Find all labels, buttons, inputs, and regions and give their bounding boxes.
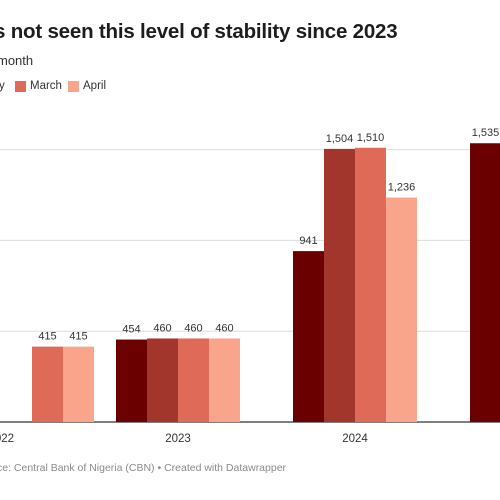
legend-swatch-april (68, 80, 79, 92)
legend-label-april: April (83, 80, 107, 92)
chart-subtitle: month (0, 53, 34, 68)
bar-value-label: 1,236 (388, 182, 416, 194)
chart-source-note: ce: Central Bank of Nigeria (CBN) • Crea… (0, 462, 287, 474)
x-tick-label: 2023 (165, 433, 191, 445)
x-tick-label: 022 (0, 433, 14, 445)
bar-value-label: 415 (38, 331, 56, 343)
bar-value-label: 460 (215, 322, 233, 334)
x-tick-label: 2024 (342, 433, 368, 445)
bar-april-022 (63, 346, 94, 422)
legend-item-april: April (68, 80, 106, 92)
legend: y March April (0, 80, 200, 96)
bar-january-next (470, 143, 500, 422)
legend-swatch-march (15, 80, 26, 92)
bar-value-label: 454 (122, 324, 140, 336)
bar-value-label: 1,535 (472, 127, 500, 139)
bar-february-2023 (147, 338, 178, 422)
bar-january-2024 (293, 251, 324, 422)
bar-value-label: 415 (69, 331, 87, 343)
bar-march-022 (32, 346, 63, 422)
legend-item-march: March (15, 80, 62, 92)
bar-value-label: 460 (184, 322, 202, 334)
bar-march-2023 (178, 338, 209, 422)
legend-label-march: March (30, 80, 62, 92)
bar-value-label: 460 (153, 322, 171, 334)
bar-january-2023 (116, 339, 147, 422)
bar-value-label: 941 (299, 235, 317, 247)
bar-april-2024 (386, 197, 417, 422)
bar-february-2024 (324, 148, 355, 422)
bar-value-label: 1,504 (326, 133, 354, 145)
bar-march-2024 (355, 147, 386, 422)
chart-title: s not seen this level of stability since… (0, 20, 398, 43)
legend-label-february: y (0, 80, 5, 92)
bar-value-label: 1,510 (357, 132, 385, 144)
legend-item-february: y (0, 80, 5, 92)
bar-april-2023 (209, 338, 240, 422)
